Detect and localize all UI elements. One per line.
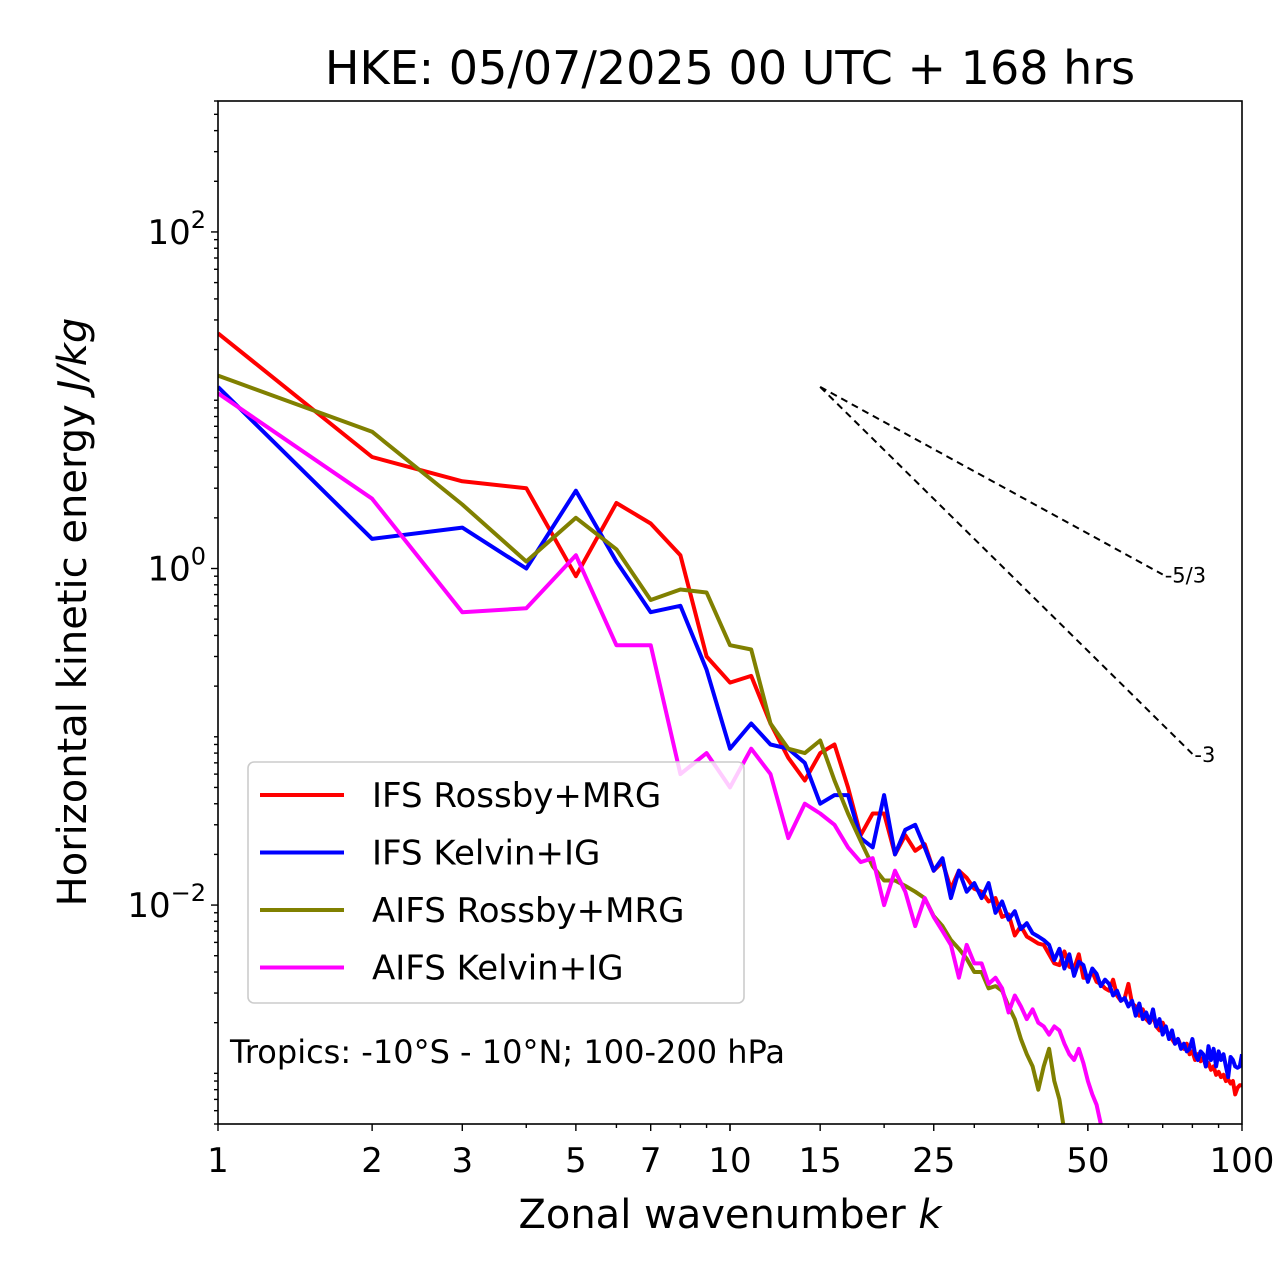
region-annotation: Tropics: -10°S - 10°N; 100-200 hPa: [229, 1033, 785, 1071]
chart-title: HKE: 05/07/2025 00 UTC + 168 hrs: [325, 41, 1135, 95]
legend-box: [247, 761, 745, 1004]
series-line-3: [218, 373, 1066, 1124]
x-axis-ticks: 1 2 3 5 7 10 15 25 50 100: [207, 1124, 1274, 1181]
legend-label-4: AIFS Kelvin+IG: [372, 949, 624, 989]
y-tick-label: 10−2: [127, 879, 206, 926]
y-tick-label: 102: [147, 206, 206, 253]
x-tick-label: 25: [912, 1141, 955, 1181]
y-axis-label: Horizontal kinetic energy J/kg: [50, 318, 96, 907]
legend: IFS Rossby+MRG IFS Kelvin+IG AIFS Rossby+M…: [247, 761, 745, 1004]
reference-slopes: -5/3 -3: [819, 386, 1215, 767]
x-tick-label: 50: [1066, 1141, 1109, 1181]
x-tick-label: 15: [799, 1141, 842, 1181]
x-tick-label: 3: [451, 1141, 473, 1181]
legend-label-2: IFS Kelvin+IG: [372, 834, 600, 874]
x-tick-label: 7: [640, 1141, 662, 1181]
x-tick-label: 5: [565, 1141, 587, 1181]
reference-slope-line-2: [819, 386, 1194, 755]
legend-label-1: IFS Rossby+MRG: [372, 776, 661, 816]
reference-slope-line-1: [819, 386, 1164, 576]
x-tick-label: 10: [708, 1141, 751, 1181]
x-tick-label: 1: [207, 1141, 229, 1181]
legend-label-3: AIFS Rossby+MRG: [372, 891, 684, 931]
x-tick-label: 100: [1210, 1141, 1275, 1181]
y-tick-label: 100: [147, 543, 206, 590]
x-tick-label: 2: [361, 1141, 383, 1181]
series-layer: [218, 331, 1242, 1124]
series-line-2: [218, 385, 1242, 1080]
reference-slope-label-2: -3: [1194, 743, 1215, 767]
plot-frame: [217, 100, 1243, 1125]
y-axis-ticks: 10−2 100 102: [127, 100, 218, 1125]
x-axis-label: Zonal wavenumber k: [518, 1192, 943, 1238]
reference-slope-label-1: -5/3: [1165, 564, 1206, 588]
